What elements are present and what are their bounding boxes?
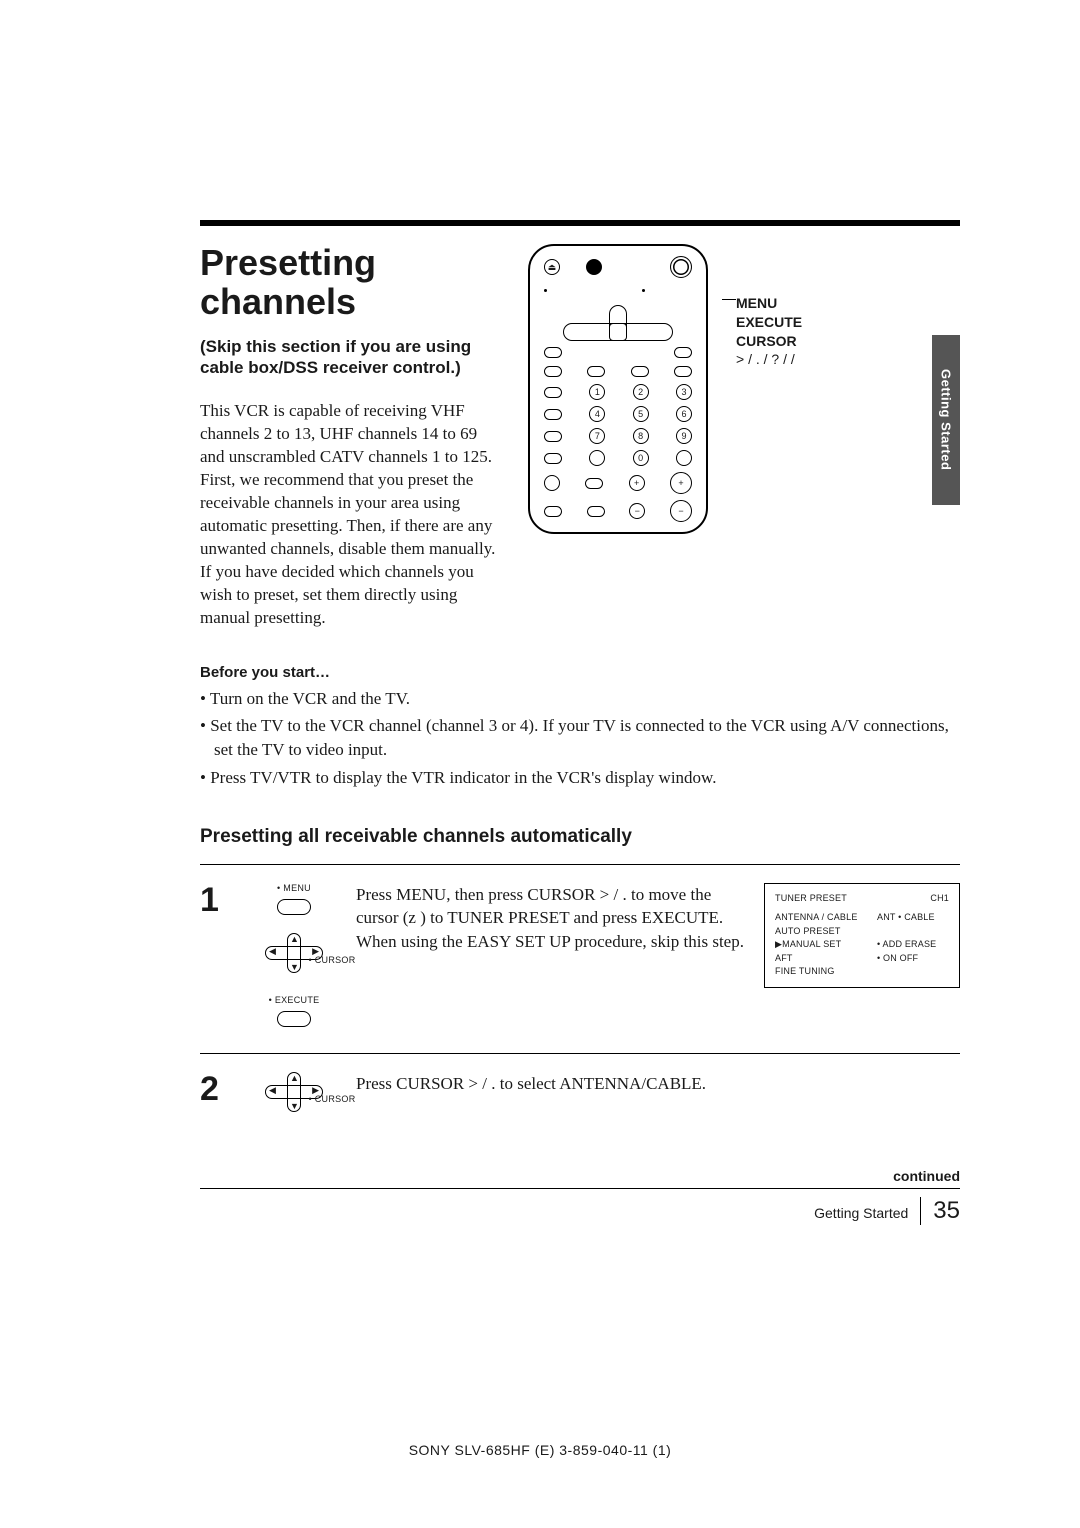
screen-row: FINE TUNING [775, 965, 877, 979]
step-icons: ◀ ▶ ▲ ▼ • CURSOR [250, 1072, 338, 1128]
page-subtitle: (Skip this section if you are using cabl… [200, 336, 500, 379]
footer-divider [920, 1197, 921, 1225]
icon-label-cursor: • CURSOR [308, 955, 355, 965]
cursor-dpad-icon: ◀ ▶ ▲ ▼ [265, 1072, 323, 1112]
footer-code: SONY SLV-685HF (E) 3-859-040-11 (1) [0, 1442, 1080, 1458]
menu-button-icon [277, 899, 311, 915]
continued-label: continued [893, 1168, 960, 1184]
step-2: 2 ◀ ▶ ▲ ▼ • CURSOR Press CURSOR > / . to… [200, 1054, 960, 1138]
screen-row-val [877, 965, 949, 979]
step-text-line: Press MENU, then press CURSOR > / . to m… [356, 883, 746, 930]
label-cursor-sub: > / . / ? / / [736, 351, 960, 367]
side-tab: Getting Started [932, 335, 960, 505]
step-text: Press CURSOR > / . to select ANTENNA/CAB… [356, 1072, 960, 1095]
step-text: Press MENU, then press CURSOR > / . to m… [356, 883, 746, 953]
dpad-icon [563, 305, 673, 337]
title-column: Presetting channels (Skip this section i… [200, 244, 500, 646]
power-icon [586, 259, 602, 275]
icon-label-execute: • EXECUTE [269, 995, 320, 1005]
tuner-preset-screen: TUNER PRESET CH1 ANTENNA / CABLEANT • CA… [764, 883, 960, 988]
execute-button-icon [277, 1011, 311, 1027]
step-text-line: When using the EASY SET UP procedure, sk… [356, 930, 746, 953]
screen-row-val: ANT • CABLE [877, 911, 949, 925]
label-menu: MENU [736, 294, 960, 313]
screen-row-val: • ADD ERASE [877, 938, 949, 952]
screen-channel: CH1 [930, 892, 949, 906]
remote-diagram: ⏏ 123 456 789 0 ++ −− [528, 244, 708, 534]
step-number: 1 [200, 883, 232, 917]
screen-row: AUTO PRESET [775, 925, 877, 939]
step-number: 2 [200, 1072, 232, 1106]
screen-row: ANTENNA / CABLE [775, 911, 877, 925]
eject-icon: ⏏ [544, 259, 560, 275]
remote-labels: MENU EXECUTE CURSOR > / . / ? / / [736, 244, 960, 367]
page-title: Presetting channels [200, 244, 500, 322]
step-icons: • MENU ◀ ▶ ▲ ▼ • CURSOR • EXECUTE [250, 883, 338, 1027]
label-cursor: CURSOR [736, 332, 960, 351]
step-text-line: Press CURSOR > / . to select ANTENNA/CAB… [356, 1072, 960, 1095]
top-rule [200, 220, 960, 226]
page-number: 35 [933, 1197, 960, 1225]
screen-row: AFT [775, 952, 877, 966]
section-heading: Presetting all receivable channels autom… [200, 826, 960, 848]
screen-row-val: • ON OFF [877, 952, 949, 966]
before-item: Press TV/VTR to display the VTR indicato… [200, 766, 960, 790]
before-heading: Before you start… [200, 664, 960, 681]
jog-icon [670, 256, 692, 278]
screen-title: TUNER PRESET [775, 892, 847, 906]
icon-label-cursor: • CURSOR [308, 1094, 355, 1104]
icon-label-menu: • MENU [277, 883, 311, 893]
screen-row: ▶MANUAL SET [775, 938, 877, 952]
intro-paragraph: This VCR is capable of receiving VHF cha… [200, 400, 500, 629]
before-item: Set the TV to the VCR channel (channel 3… [200, 714, 960, 762]
screen-row-val [877, 925, 949, 939]
before-item: Turn on the VCR and the TV. [200, 687, 960, 711]
step-1: 1 • MENU ◀ ▶ ▲ ▼ • CURSOR • EXECUTE Pres… [200, 865, 960, 1054]
label-execute: EXECUTE [736, 313, 960, 332]
footer-section-label: Getting Started [814, 1205, 908, 1221]
before-list: Turn on the VCR and the TV. Set the TV t… [200, 687, 960, 790]
cursor-dpad-icon: ◀ ▶ ▲ ▼ [265, 933, 323, 973]
